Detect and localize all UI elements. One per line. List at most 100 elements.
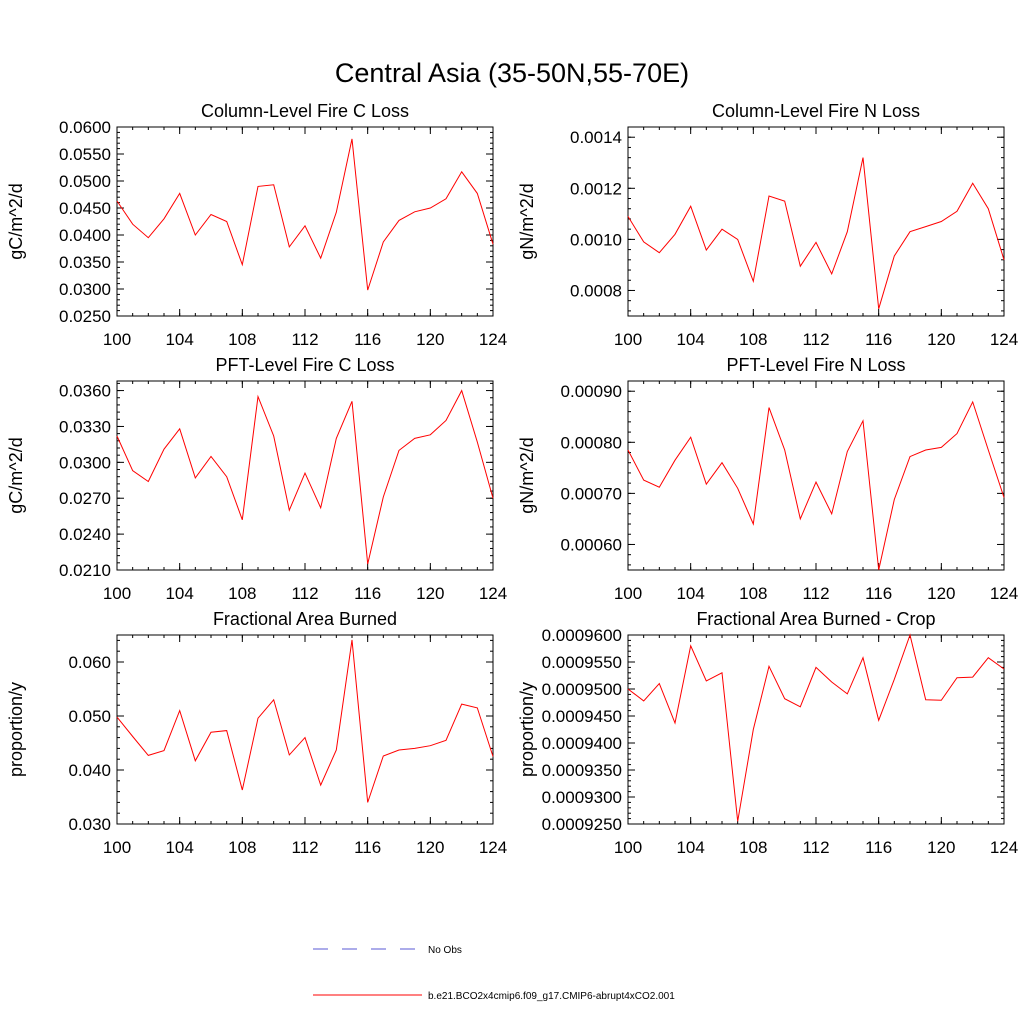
y-tick-label: 0.0360 bbox=[59, 382, 111, 401]
y-tick-label: 0.0210 bbox=[59, 561, 111, 580]
x-tick-label: 100 bbox=[614, 584, 642, 603]
x-tick-label: 100 bbox=[103, 584, 131, 603]
x-tick-label: 112 bbox=[291, 584, 318, 603]
x-tick-label: 112 bbox=[291, 330, 318, 349]
panel-title: PFT-Level Fire N Loss bbox=[726, 355, 905, 375]
x-tick-label: 120 bbox=[416, 838, 444, 857]
y-tick-label: 0.0600 bbox=[59, 118, 111, 137]
y-axis-label: gN/m^2/d bbox=[517, 437, 537, 513]
y-tick-label: 0.040 bbox=[68, 761, 111, 780]
y-tick-label: 0.0350 bbox=[59, 253, 111, 272]
x-tick-label: 124 bbox=[479, 330, 507, 349]
y-tick-label: 0.00060 bbox=[561, 535, 622, 554]
plot-frame bbox=[627, 634, 1005, 825]
panels: Column-Level Fire C Loss gC/m^2/d 100 104 10… bbox=[6, 101, 1018, 857]
x-tick-label: 124 bbox=[479, 838, 507, 857]
x-tick-label: 108 bbox=[228, 838, 256, 857]
panel-title: Fractional Area Burned bbox=[213, 609, 397, 629]
series-line bbox=[627, 633, 1005, 822]
x-tick-label: 100 bbox=[614, 330, 642, 349]
x-tick-label: 116 bbox=[354, 584, 381, 603]
x-tick-label: 116 bbox=[865, 584, 892, 603]
y-tick-label: 0.0009350 bbox=[542, 761, 622, 780]
y-tick-label: 0.0240 bbox=[59, 525, 111, 544]
x-tick-label: 120 bbox=[927, 838, 955, 857]
x-tick-label: 124 bbox=[990, 584, 1018, 603]
y-tick-label: 0.050 bbox=[68, 707, 111, 726]
x-tick-label: 116 bbox=[865, 330, 892, 349]
x-tick-label: 112 bbox=[802, 838, 829, 857]
plot-frame bbox=[116, 634, 494, 825]
x-tick-label: 120 bbox=[927, 330, 955, 349]
figure-title: Central Asia (35-50N,55-70E) bbox=[335, 58, 689, 88]
y-tick-label: 0.0300 bbox=[59, 280, 111, 299]
y-tick-label: 0.00070 bbox=[561, 484, 622, 503]
panel-1: Column-Level Fire C Loss gC/m^2/d 100 104 10… bbox=[6, 101, 507, 349]
x-tick-label: 104 bbox=[165, 838, 193, 857]
y-tick-label: 0.0500 bbox=[59, 172, 111, 191]
x-tick-label: 124 bbox=[990, 838, 1018, 857]
y-tick-label: 0.0012 bbox=[570, 179, 622, 198]
x-tick-label: 112 bbox=[802, 330, 829, 349]
y-tick-label: 0.0008 bbox=[570, 281, 622, 300]
x-tick-label: 108 bbox=[739, 838, 767, 857]
y-tick-label: 0.0330 bbox=[59, 417, 111, 436]
plot-frame bbox=[116, 380, 494, 571]
x-tick-label: 100 bbox=[103, 330, 131, 349]
x-tick-label: 104 bbox=[676, 584, 704, 603]
panel-5: Fractional Area Burned proportion/y 100 104… bbox=[6, 609, 507, 857]
x-tick-label: 124 bbox=[990, 330, 1018, 349]
x-tick-label: 100 bbox=[103, 838, 131, 857]
x-tick-label: 104 bbox=[165, 584, 193, 603]
panel-6: Fractional Area Burned - Crop proportion/… bbox=[517, 609, 1018, 857]
y-tick-label: 0.00080 bbox=[561, 433, 622, 452]
plot-frame bbox=[627, 126, 1005, 317]
y-tick-label: 0.0009250 bbox=[542, 815, 622, 834]
y-tick-label: 0.0010 bbox=[570, 230, 622, 249]
panel-4: PFT-Level Fire N Loss gN/m^2/d 100 104 108 11… bbox=[517, 355, 1018, 603]
y-tick-label: 0.0550 bbox=[59, 145, 111, 164]
y-axis-label: gC/m^2/d bbox=[6, 183, 26, 259]
x-tick-label: 116 bbox=[865, 838, 892, 857]
x-tick-label: 108 bbox=[739, 330, 767, 349]
y-axis-label: proportion/y bbox=[6, 682, 26, 777]
x-tick-label: 120 bbox=[416, 584, 444, 603]
y-tick-label: 0.0014 bbox=[570, 128, 622, 147]
x-tick-label: 112 bbox=[291, 838, 318, 857]
y-tick-label: 0.0450 bbox=[59, 199, 111, 218]
panel-3: PFT-Level Fire C Loss gC/m^2/d 100 104 108 11… bbox=[6, 355, 507, 603]
panel-title: PFT-Level Fire C Loss bbox=[215, 355, 394, 375]
y-tick-label: 0.0009500 bbox=[542, 680, 622, 699]
y-axis-label: gN/m^2/d bbox=[517, 183, 537, 259]
x-tick-label: 120 bbox=[927, 584, 955, 603]
series-line bbox=[627, 400, 1005, 571]
y-tick-label: 0.0009300 bbox=[542, 788, 622, 807]
y-tick-label: 0.0009600 bbox=[542, 626, 622, 645]
y-axis-label: gC/m^2/d bbox=[6, 437, 26, 513]
x-tick-label: 104 bbox=[676, 838, 704, 857]
panel-title: Column-Level Fire C Loss bbox=[201, 101, 409, 121]
x-tick-label: 100 bbox=[614, 838, 642, 857]
y-tick-label: 0.0300 bbox=[59, 453, 111, 472]
y-tick-label: 0.0009550 bbox=[542, 653, 622, 672]
x-tick-label: 104 bbox=[676, 330, 704, 349]
x-tick-label: 112 bbox=[802, 584, 829, 603]
legend-label-model: b.e21.BCO2x4cmip6.f09_g17.CMIP6-abrupt4x… bbox=[428, 991, 675, 1002]
series-line bbox=[627, 157, 1005, 309]
y-tick-label: 0.0009450 bbox=[542, 707, 622, 726]
x-tick-label: 116 bbox=[354, 330, 381, 349]
x-tick-label: 124 bbox=[479, 584, 507, 603]
x-tick-label: 120 bbox=[416, 330, 444, 349]
plot-frame bbox=[627, 380, 1005, 571]
x-tick-label: 104 bbox=[165, 330, 193, 349]
panel-title: Column-Level Fire N Loss bbox=[712, 101, 920, 121]
x-tick-label: 108 bbox=[228, 330, 256, 349]
y-tick-label: 0.00090 bbox=[561, 382, 622, 401]
plot-frame bbox=[116, 126, 494, 317]
y-tick-label: 0.060 bbox=[68, 653, 111, 672]
y-tick-label: 0.0400 bbox=[59, 226, 111, 245]
x-tick-label: 116 bbox=[354, 838, 381, 857]
series-line bbox=[116, 389, 494, 565]
y-tick-label: 0.030 bbox=[68, 815, 111, 834]
